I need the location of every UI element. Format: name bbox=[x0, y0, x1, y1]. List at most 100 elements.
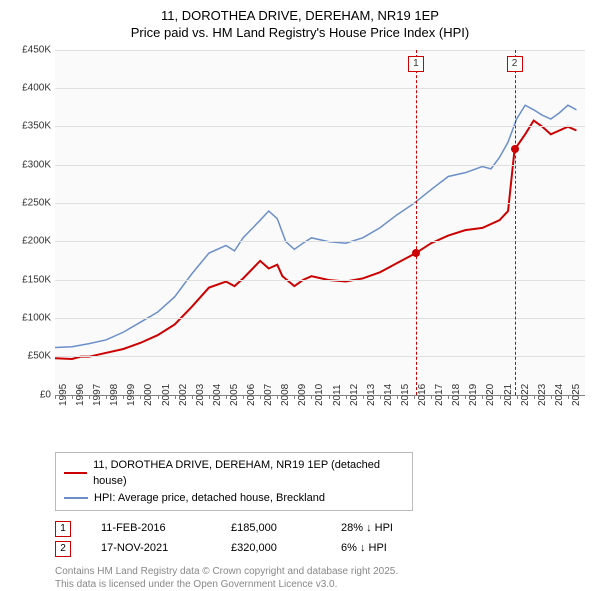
x-tick bbox=[329, 395, 330, 399]
x-axis-label: 2000 bbox=[143, 384, 154, 406]
y-gridline bbox=[55, 356, 585, 357]
x-axis-label: 2019 bbox=[468, 384, 479, 406]
y-gridline bbox=[55, 50, 585, 51]
transaction-table: 111-FEB-2016£185,00028% ↓ HPI217-NOV-202… bbox=[55, 519, 585, 559]
attribution-line1: Contains HM Land Registry data © Crown c… bbox=[55, 565, 585, 578]
x-tick bbox=[294, 395, 295, 399]
marker-label: 2 bbox=[507, 56, 523, 72]
tx-marker: 1 bbox=[55, 521, 71, 537]
plot-region: £0£50K£100K£150K£200K£250K£300K£350K£400… bbox=[55, 50, 585, 396]
y-axis-label: £50K bbox=[15, 351, 51, 362]
x-axis-label: 1998 bbox=[109, 384, 120, 406]
table-row: 111-FEB-2016£185,00028% ↓ HPI bbox=[55, 519, 585, 539]
x-axis-label: 2001 bbox=[161, 384, 172, 406]
x-tick bbox=[209, 395, 210, 399]
x-tick bbox=[517, 395, 518, 399]
x-axis-label: 2014 bbox=[383, 384, 394, 406]
x-tick bbox=[260, 395, 261, 399]
line-series bbox=[55, 50, 585, 395]
x-tick bbox=[158, 395, 159, 399]
y-gridline bbox=[55, 126, 585, 127]
legend-row: HPI: Average price, detached house, Brec… bbox=[64, 490, 404, 507]
y-axis-label: £150K bbox=[15, 274, 51, 285]
legend-row: 11, DOROTHEA DRIVE, DEREHAM, NR19 1EP (d… bbox=[64, 457, 404, 490]
legend: 11, DOROTHEA DRIVE, DEREHAM, NR19 1EP (d… bbox=[55, 452, 413, 512]
x-tick bbox=[346, 395, 347, 399]
x-axis-label: 2007 bbox=[263, 384, 274, 406]
y-gridline bbox=[55, 165, 585, 166]
y-gridline bbox=[55, 203, 585, 204]
y-axis-label: £200K bbox=[15, 236, 51, 247]
tx-delta: 28% ↓ HPI bbox=[341, 519, 393, 539]
x-tick bbox=[534, 395, 535, 399]
y-gridline bbox=[55, 318, 585, 319]
chart-title-2: Price paid vs. HM Land Registry's House … bbox=[10, 25, 590, 42]
legend-label: 11, DOROTHEA DRIVE, DEREHAM, NR19 1EP (d… bbox=[93, 457, 404, 490]
x-tick bbox=[123, 395, 124, 399]
attribution: Contains HM Land Registry data © Crown c… bbox=[55, 565, 585, 591]
x-tick bbox=[568, 395, 569, 399]
x-axis-label: 2020 bbox=[485, 384, 496, 406]
x-axis-label: 1995 bbox=[58, 384, 69, 406]
x-tick bbox=[226, 395, 227, 399]
x-tick bbox=[175, 395, 176, 399]
x-axis-label: 2011 bbox=[332, 384, 343, 406]
marker-vline bbox=[515, 50, 516, 395]
x-tick bbox=[55, 395, 56, 399]
x-tick bbox=[448, 395, 449, 399]
x-tick bbox=[311, 395, 312, 399]
x-axis-label: 2024 bbox=[554, 384, 565, 406]
x-axis-label: 2018 bbox=[451, 384, 462, 406]
y-axis-label: £250K bbox=[15, 198, 51, 209]
x-tick bbox=[500, 395, 501, 399]
chart-area: £0£50K£100K£150K£200K£250K£300K£350K£400… bbox=[15, 50, 585, 420]
x-axis-label: 1996 bbox=[75, 384, 86, 406]
x-tick bbox=[140, 395, 141, 399]
x-axis-label: 2012 bbox=[349, 384, 360, 406]
x-tick bbox=[397, 395, 398, 399]
table-row: 217-NOV-2021£320,0006% ↓ HPI bbox=[55, 539, 585, 559]
x-axis-label: 2009 bbox=[297, 384, 308, 406]
y-gridline bbox=[55, 280, 585, 281]
x-tick bbox=[431, 395, 432, 399]
marker-label: 1 bbox=[408, 56, 424, 72]
x-tick bbox=[89, 395, 90, 399]
x-tick bbox=[277, 395, 278, 399]
attribution-line2: This data is licensed under the Open Gov… bbox=[55, 578, 585, 591]
x-tick bbox=[106, 395, 107, 399]
x-axis-label: 2022 bbox=[520, 384, 531, 406]
x-tick bbox=[465, 395, 466, 399]
x-tick bbox=[380, 395, 381, 399]
series-property bbox=[55, 120, 576, 358]
x-axis-label: 2010 bbox=[314, 384, 325, 406]
tx-marker: 2 bbox=[55, 541, 71, 557]
y-axis-label: £350K bbox=[15, 121, 51, 132]
x-tick bbox=[72, 395, 73, 399]
marker-point bbox=[412, 249, 420, 257]
tx-delta: 6% ↓ HPI bbox=[341, 539, 387, 559]
series-hpi bbox=[55, 105, 576, 347]
tx-date: 17-NOV-2021 bbox=[101, 539, 201, 559]
x-tick bbox=[414, 395, 415, 399]
legend-swatch bbox=[64, 497, 88, 499]
x-axis-label: 2008 bbox=[280, 384, 291, 406]
y-gridline bbox=[55, 88, 585, 89]
tx-price: £185,000 bbox=[231, 519, 311, 539]
x-axis-label: 1997 bbox=[92, 384, 103, 406]
y-gridline bbox=[55, 241, 585, 242]
legend-swatch bbox=[64, 472, 87, 474]
chart-title-1: 11, DOROTHEA DRIVE, DEREHAM, NR19 1EP bbox=[10, 8, 590, 25]
y-axis-label: £450K bbox=[15, 44, 51, 55]
x-axis-label: 2004 bbox=[212, 384, 223, 406]
x-axis-label: 2025 bbox=[571, 384, 582, 406]
x-tick bbox=[192, 395, 193, 399]
x-axis-label: 2016 bbox=[417, 384, 428, 406]
x-tick bbox=[551, 395, 552, 399]
x-axis-label: 1999 bbox=[126, 384, 137, 406]
x-tick bbox=[243, 395, 244, 399]
x-axis-label: 2023 bbox=[537, 384, 548, 406]
legend-label: HPI: Average price, detached house, Brec… bbox=[94, 490, 325, 507]
x-axis-label: 2015 bbox=[400, 384, 411, 406]
x-axis-label: 2006 bbox=[246, 384, 257, 406]
y-axis-label: £0 bbox=[15, 389, 51, 400]
